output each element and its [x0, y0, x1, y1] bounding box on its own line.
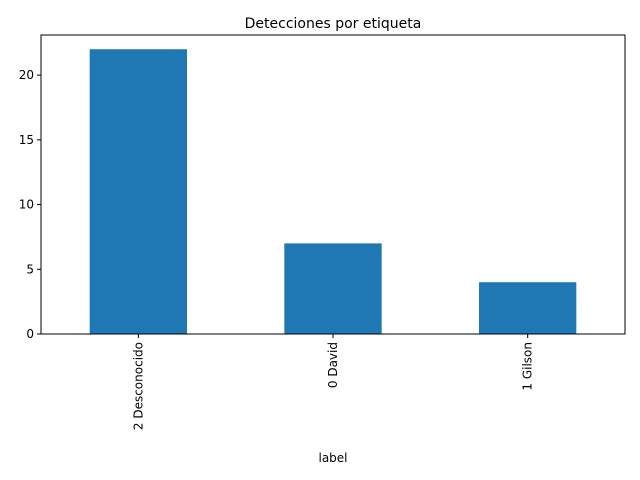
bar-2 [479, 282, 577, 334]
y-tick-label-2: 10 [19, 198, 34, 212]
x-tick-label-0: 2 Desconocido [131, 342, 145, 430]
chart-title: Detecciones por etiqueta [245, 16, 422, 32]
bars-group [89, 49, 577, 334]
y-tick-label-4: 20 [19, 68, 34, 82]
y-tick-label-1: 5 [26, 262, 34, 276]
x-tick-label-2: 1 Gilson [521, 342, 535, 391]
x-axis-ticks: 2 Desconocido 0 David 1 Gilson [131, 334, 535, 430]
x-tick-label-1: 0 David [326, 342, 340, 388]
plot-frame [40, 34, 626, 335]
x-axis-label: label [318, 451, 347, 465]
bar-0 [89, 49, 187, 334]
bar-1 [284, 243, 382, 334]
y-tick-label-3: 15 [19, 133, 34, 147]
y-axis-ticks: 0 5 10 15 20 [19, 68, 41, 341]
y-tick-label-0: 0 [26, 327, 34, 341]
